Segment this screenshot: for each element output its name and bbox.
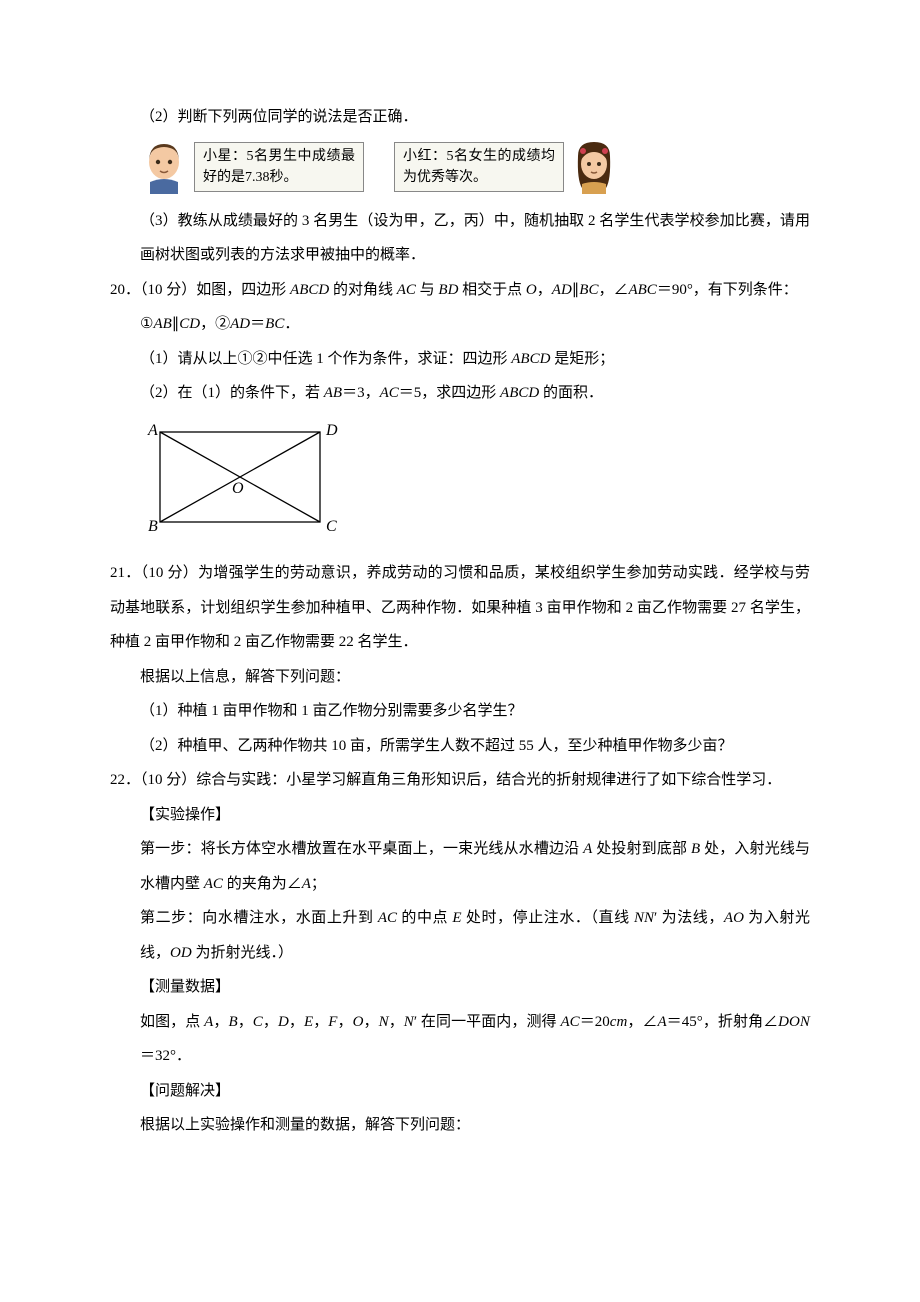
boy-avatar-icon — [140, 140, 188, 194]
q22-h2: 【测量数据】 — [110, 970, 810, 1005]
label-D: D — [325, 422, 338, 439]
q22-data: 如图，点 A，B，C，D，E，F，O，N，N′ 在同一平面内，测得 AC＝20c… — [110, 1005, 810, 1074]
bubble-girl: 小红：5名女生的成绩均为优秀等次。 — [394, 142, 564, 192]
girl-avatar-icon — [570, 140, 618, 194]
question-21: 21．（10 分）为增强学生的劳动意识，养成劳动的习惯和品质，某校组织学生参加劳… — [110, 556, 810, 763]
q20-part2: （2）在（1）的条件下，若 AB＝3，AC＝5，求四边形 ABCD 的面积． — [110, 376, 810, 411]
q21-stem: 21．（10 分）为增强学生的劳动意识，养成劳动的习惯和品质，某校组织学生参加劳… — [110, 556, 810, 660]
q21-part1: （1）种植 1 亩甲作物和 1 亩乙作物分别需要多少名学生？ — [110, 694, 810, 729]
q21-number: 21．（10 分） — [110, 565, 198, 581]
q22-h3: 【问题解决】 — [110, 1074, 810, 1109]
q21-stem-text: 为增强学生的劳动意识，养成劳动的习惯和品质，某校组织学生参加劳动实践．经学校与劳… — [110, 565, 810, 650]
bubble-boy: 小星：5名男生中成绩最好的是7.38秒。 — [194, 142, 364, 192]
q22-solve: 根据以上实验操作和测量的数据，解答下列问题： — [110, 1108, 810, 1143]
q19-part2: （2）判断下列两位同学的说法是否正确． — [110, 100, 810, 135]
label-B: B — [148, 518, 158, 535]
q22-stem-text: 综合与实践：小星学习解直角三角形知识后，结合光的折射规律进行了如下综合性学习． — [196, 772, 781, 788]
q22-stem: 22．（10 分）综合与实践：小星学习解直角三角形知识后，结合光的折射规律进行了… — [110, 763, 810, 798]
q20-stem: 20．（10 分）如图，四边形 ABCD 的对角线 AC 与 BD 相交于点 O… — [110, 273, 810, 308]
label-C: C — [326, 518, 337, 535]
question-22: 22．（10 分）综合与实践：小星学习解直角三角形知识后，结合光的折射规律进行了… — [110, 763, 810, 1143]
question-20: 20．（10 分）如图，四边形 ABCD 的对角线 AC 与 BD 相交于点 O… — [110, 273, 810, 551]
q22-step1: 第一步：将长方体空水槽放置在水平桌面上，一束光线从水槽边沿 A 处投射到底部 B… — [110, 832, 810, 901]
q20-stem-text: 如图，四边形 ABCD 的对角线 AC 与 BD 相交于点 O，AD∥BC，∠A… — [196, 282, 798, 298]
label-A: A — [147, 422, 158, 439]
q22-step2: 第二步：向水槽注水，水面上升到 AC 的中点 E 处时，停止注水．（直线 NN′… — [110, 901, 810, 970]
label-O: O — [232, 480, 244, 497]
question-19-continued: （2）判断下列两位同学的说法是否正确． 小星：5名男生中成绩最好的是7.38秒。… — [110, 100, 810, 273]
speech-bubbles-row: 小星：5名男生中成绩最好的是7.38秒。 小红：5名女生的成绩均为优秀等次。 — [140, 140, 810, 194]
bubble-group-boy: 小星：5名男生中成绩最好的是7.38秒。 — [140, 140, 364, 194]
q20-number: 20．（10 分） — [110, 282, 196, 298]
q21-prompt: 根据以上信息，解答下列问题： — [110, 660, 810, 695]
q20-conditions: ①AB∥CD，②AD＝BC． — [110, 307, 810, 342]
q20-part1: （1）请从以上①②中任选 1 个作为条件，求证：四边形 ABCD 是矩形； — [110, 342, 810, 377]
rectangle-diagram: A D B C O — [140, 417, 810, 551]
q19-part3: （3）教练从成绩最好的 3 名男生（设为甲，乙，丙）中，随机抽取 2 名学生代表… — [110, 204, 810, 273]
q21-part2: （2）种植甲、乙两种作物共 10 亩，所需学生人数不超过 55 人，至少种植甲作… — [110, 729, 810, 764]
q22-h1: 【实验操作】 — [110, 798, 810, 833]
q22-number: 22．（10 分） — [110, 772, 196, 788]
bubble-group-girl: 小红：5名女生的成绩均为优秀等次。 — [394, 140, 618, 194]
